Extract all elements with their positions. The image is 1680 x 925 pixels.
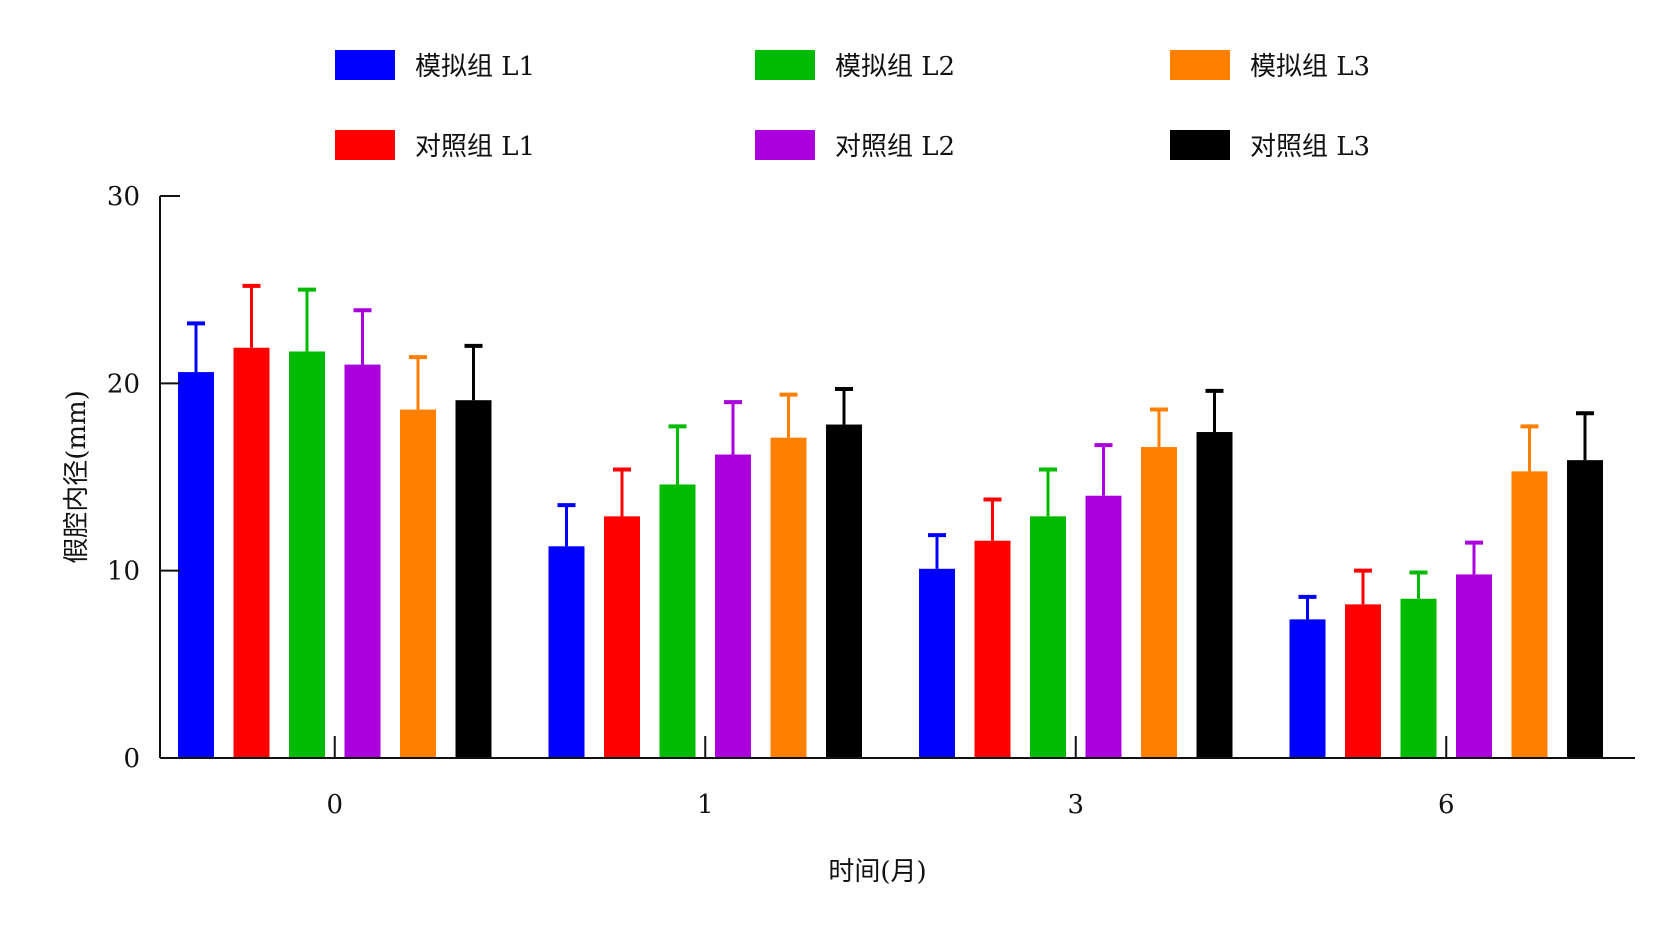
legend-swatch [1170, 50, 1230, 80]
bar [1196, 432, 1233, 758]
bar [178, 372, 214, 758]
legend-label: 对照组 L2 [835, 132, 955, 162]
y-tick-label-30: 30 [107, 182, 140, 212]
axes: 0 10 20 30 0 1 3 6 [107, 182, 1635, 820]
bar [1085, 495, 1122, 758]
bar [974, 540, 1011, 758]
bar [1289, 619, 1326, 758]
bar [659, 484, 696, 758]
bar [548, 546, 585, 758]
bar [919, 568, 955, 758]
bar [1400, 598, 1437, 758]
legend-swatch [1170, 130, 1230, 160]
x-tick-label-6: 6 [1438, 790, 1455, 820]
bar [233, 347, 270, 758]
legend-swatch [755, 50, 815, 80]
bar [826, 424, 862, 758]
plot-area [178, 283, 1603, 758]
legend-swatch [335, 50, 395, 80]
bar [770, 437, 807, 758]
legend-label: 对照组 L3 [1250, 132, 1370, 162]
bar [1141, 447, 1177, 758]
bar [1030, 516, 1066, 758]
bar [1456, 574, 1492, 758]
y-axis-title: 假腔内径(mm) [62, 390, 92, 564]
legend-label: 模拟组 L2 [835, 52, 955, 82]
bar [1345, 604, 1381, 758]
y-tick-label-10: 10 [107, 557, 140, 587]
y-tick-label-20: 20 [107, 369, 140, 399]
x-tick-label-1: 1 [697, 790, 714, 820]
legend: 模拟组 L1 模拟组 L2 模拟组 L3 对照组 L1 对照组 L2 对照组 L3 [335, 50, 1370, 162]
legend-label: 模拟组 L1 [415, 52, 535, 82]
bar [289, 351, 325, 758]
legend-label: 对照组 L1 [415, 132, 535, 162]
x-tick-label-0: 0 [326, 790, 343, 820]
y-tick-label-0: 0 [123, 744, 140, 774]
bar [1567, 460, 1603, 758]
x-tick-label-3: 3 [1067, 790, 1084, 820]
bar [455, 400, 492, 758]
x-axis-title: 时间(月) [828, 857, 926, 887]
legend-label: 模拟组 L3 [1250, 52, 1370, 82]
bar [715, 454, 751, 758]
bar [344, 364, 381, 758]
legend-swatch [755, 130, 815, 160]
bar [400, 409, 436, 758]
bar [604, 516, 640, 758]
bar [1511, 471, 1548, 758]
legend-swatch [335, 130, 395, 160]
